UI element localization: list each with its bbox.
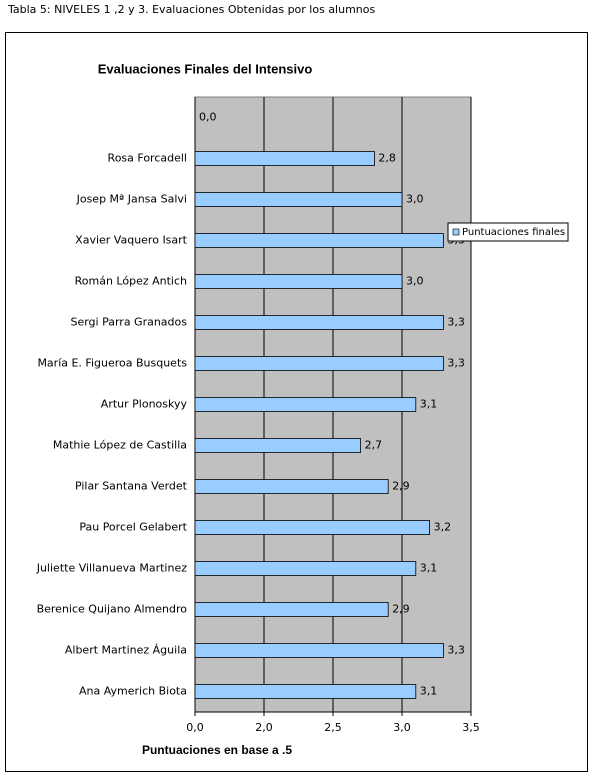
value-label: 3,2 (434, 521, 452, 534)
value-label: 3,0 (406, 275, 424, 288)
value-label: 3,3 (447, 644, 465, 657)
value-label: 3,0 (406, 193, 424, 206)
bar (194, 479, 389, 494)
bar (194, 274, 403, 289)
y-tick-label: Ana Aymerich Biota (79, 685, 187, 698)
bar (194, 561, 417, 576)
bar (194, 356, 444, 371)
y-tick-label: Berenice Quijano Almendro (37, 603, 188, 616)
caption: Tabla 5: NIVELES 1 ,2 y 3. Evaluaciones … (7, 3, 376, 16)
bar (194, 684, 417, 699)
bar (194, 643, 444, 658)
y-tick-label: Albert Martinez Águila (65, 644, 187, 657)
x-axis-label: Puntuaciones en base a .5 (142, 743, 292, 757)
value-label: 2,9 (392, 603, 410, 616)
bar (194, 438, 362, 453)
y-tick-label: Artur Plonoskyy (101, 398, 188, 411)
x-tick-label: 3,5 (462, 721, 480, 734)
x-tick-label: 0,0 (186, 721, 204, 734)
y-tick-label: Pau Porcel Gelabert (79, 521, 187, 534)
value-label: 3,3 (447, 357, 465, 370)
chart-title: Evaluaciones Finales del Intensivo (98, 61, 313, 76)
bar (194, 151, 375, 166)
x-tick-label: 2,0 (255, 721, 273, 734)
value-label: 3,1 (420, 685, 438, 698)
bar (194, 602, 389, 617)
bar (194, 192, 403, 207)
y-tick-label: Mathie López de Castilla (53, 439, 187, 452)
legend-box (447, 222, 569, 242)
value-label: 2,9 (392, 480, 410, 493)
value-label: 3,1 (420, 562, 438, 575)
y-tick-label: Sergi Parra Granados (70, 316, 187, 329)
bar (194, 520, 431, 535)
value-label: 2,7 (365, 439, 383, 452)
y-tick-label: Rosa Forcadell (108, 152, 187, 165)
bar (194, 315, 444, 330)
y-tick-label: María E. Figueroa Busquets (37, 357, 187, 370)
y-tick-label: Román López Antich (75, 275, 187, 288)
value-label: 2,8 (378, 152, 396, 165)
y-tick-label: Juliette Villanueva Martinez (36, 562, 187, 575)
x-tick-label: 2,5 (324, 721, 342, 734)
y-tick-label: Josep Mª Jansa Salvi (76, 193, 187, 206)
x-tick-label: 3,0 (393, 721, 411, 734)
value-label: 3,1 (420, 398, 438, 411)
bar (194, 233, 444, 248)
y-tick-label: Pilar Santana Verdet (75, 480, 188, 493)
value-label: 0,0 (199, 111, 217, 124)
legend-label: Puntuaciones finales (462, 227, 565, 238)
bar (194, 397, 417, 412)
value-label: 3,3 (447, 316, 465, 329)
y-tick-label: Xavier Vaquero Isart (75, 234, 188, 247)
legend-swatch (452, 228, 460, 236)
